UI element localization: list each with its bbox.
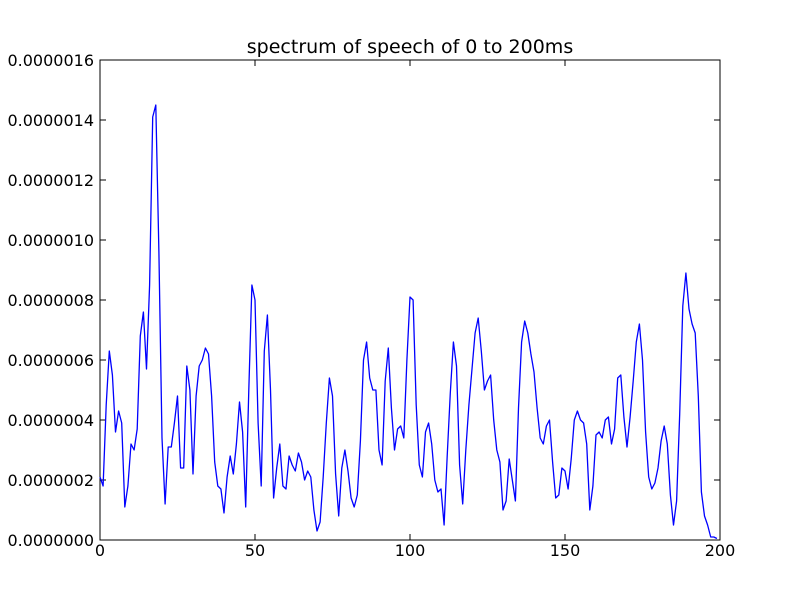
y-tick-label: 0.0000002 xyxy=(7,471,94,490)
y-tick-label: 0.0000010 xyxy=(7,231,94,250)
y-tick-label: 0.0000006 xyxy=(7,351,94,370)
y-tick-label: 0.0000012 xyxy=(7,171,94,190)
axis-ticks xyxy=(99,59,721,541)
y-tick-labels: 0.0000000 0.0000002 0.0000004 0.0000006 0.00… xyxy=(7,51,94,550)
spectrum-line xyxy=(99,104,718,540)
y-tick-label: 0.0000004 xyxy=(7,411,94,430)
x-tick-label: 50 xyxy=(245,541,265,560)
y-tick-label: 0.0000000 xyxy=(7,531,94,550)
x-tick-label: 0 xyxy=(95,541,105,560)
x-tick-labels: 0 50 100 150 200 xyxy=(95,541,735,560)
x-tick-label: 200 xyxy=(705,541,736,560)
chart-title: spectrum of speech of 0 to 200ms xyxy=(247,36,573,58)
x-tick-label: 100 xyxy=(395,541,426,560)
y-tick-label: 0.0000008 xyxy=(7,291,94,310)
y-tick-label: 0.0000016 xyxy=(7,51,94,70)
x-tick-label: 150 xyxy=(550,541,581,560)
y-tick-label: 0.0000014 xyxy=(7,111,94,130)
